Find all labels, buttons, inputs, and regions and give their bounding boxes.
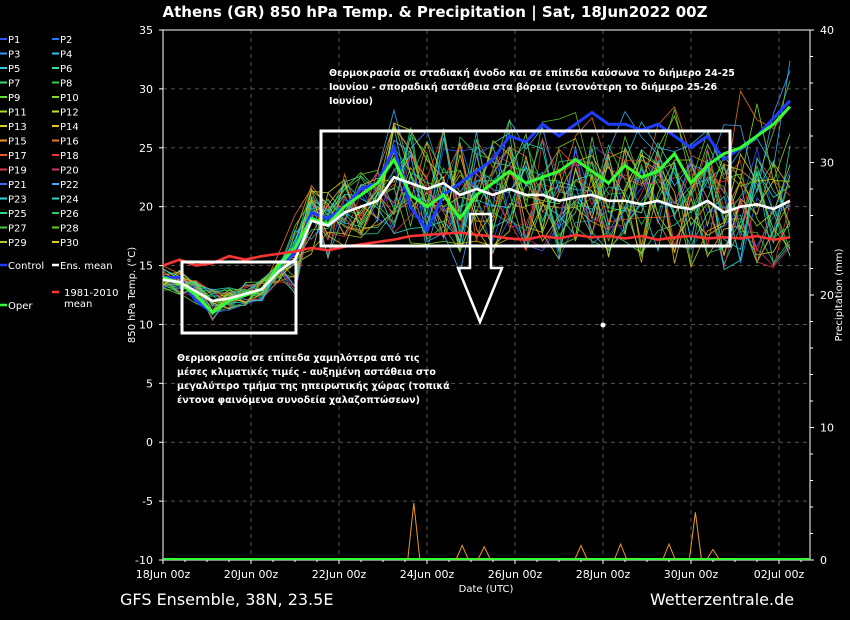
legend-label: Oper <box>8 301 33 312</box>
y-tick-label: 10 <box>139 318 153 331</box>
precip-spike <box>614 542 628 560</box>
legend-label: P15 <box>8 137 27 148</box>
upper-annotation-line: Θερμοκρασία σε σταδιακή άνοδο και σε επί… <box>329 68 735 79</box>
y-tick-label: -10 <box>135 554 153 567</box>
x-tick-label: 18Jun 00z <box>136 568 191 581</box>
footer-source: GFS Ensemble, 38N, 23.5E <box>120 590 334 609</box>
legend-label: P27 <box>8 224 27 235</box>
legend-label: P17 <box>8 151 27 162</box>
y-tick-label: 0 <box>146 436 153 449</box>
y2-tick-label: 40 <box>820 24 834 37</box>
x-tick-label: 26Jun 00z <box>488 568 543 581</box>
y2-axis: 0 10 20 30 40 <box>810 24 834 567</box>
legend-label: P10 <box>60 93 79 104</box>
legend-label: P9 <box>8 93 20 104</box>
y-tick-label: 15 <box>139 260 153 273</box>
y-tick-label: 5 <box>146 377 153 390</box>
series-line-ens-mean <box>162 175 791 303</box>
lower-annotation-line: έντονα φαινόμενα συνοδεία χαλαζοπτώσεων) <box>177 395 420 406</box>
upper-annotation: Θερμοκρασία σε σταδιακή άνοδο και σε επί… <box>329 68 735 107</box>
y2-tick-label: 10 <box>820 422 834 435</box>
x-axis-label: Date (UTC) <box>459 584 514 595</box>
ensemble-members <box>162 60 791 322</box>
legend-label: mean <box>64 299 92 310</box>
precip-spike <box>455 544 469 560</box>
legend: P1 P2 P3 P4 P5 P6 P7 P8 P9 P10 P11 P12 P13 P14 P15 P16 P… <box>0 35 119 312</box>
legend-label: P7 <box>8 79 20 90</box>
lower-annotation-line: Θερμοκρασία σε επίπεδα χαμηλότερα από τι… <box>177 353 420 364</box>
precip-spike <box>662 542 676 560</box>
cool-period-box <box>180 260 298 335</box>
y-axis: -10 -5 0 5 10 15 20 25 30 35 <box>135 24 163 567</box>
y2-tick-label: 30 <box>820 157 834 170</box>
legend-label: P14 <box>60 122 79 133</box>
legend-label: P28 <box>60 224 79 235</box>
upper-annotation-line: Ιουνίου) <box>329 96 373 107</box>
y2-axis-label: Precipitation (mm) <box>834 248 845 341</box>
x-tick-label: 02Jul 00z <box>754 568 805 581</box>
y-axis-label: 850 hPa Temp. (°C) <box>127 247 138 343</box>
heatwave-box <box>319 129 732 248</box>
legend-label: P20 <box>60 166 79 177</box>
marker-dot <box>600 322 606 328</box>
legend-label: Ens. mean <box>60 261 113 272</box>
x-tick-label: 20Jun 00z <box>224 568 279 581</box>
precip-spike <box>706 548 720 560</box>
series-line-oper <box>162 105 792 315</box>
legend-label: P11 <box>8 108 27 119</box>
legend-label: P25 <box>8 209 27 220</box>
legend-label: 1981-2010 <box>64 288 119 299</box>
footer-credit: Wetterzentrale.de <box>650 590 795 609</box>
member-line-p26 <box>162 138 791 296</box>
lower-annotation-line: μεγαλύτερο τμήμα της ηπειρωτικής χώρας (… <box>177 381 450 392</box>
legend-label: P26 <box>60 209 79 220</box>
precipitation-spikes <box>163 502 810 560</box>
y-tick-label: 20 <box>139 201 153 214</box>
legend-label: P19 <box>8 166 27 177</box>
y-tick-label: 35 <box>139 24 153 37</box>
y-tick-label: -5 <box>142 495 153 508</box>
legend-label: P6 <box>60 64 72 75</box>
precip-spike <box>574 544 588 560</box>
series-lines <box>162 99 792 315</box>
legend-label: P18 <box>60 151 79 162</box>
legend-label: P21 <box>8 180 27 191</box>
legend-label: P29 <box>8 238 27 249</box>
legend-label: P12 <box>60 108 79 119</box>
legend-label: P4 <box>60 50 72 61</box>
y2-tick-label: 20 <box>820 289 834 302</box>
legend-label: P30 <box>60 238 79 249</box>
legend-label: P1 <box>8 35 20 46</box>
legend-label: P23 <box>8 195 27 206</box>
precip-spike <box>477 545 491 560</box>
x-tick-label: 28Jun 00z <box>576 568 631 581</box>
legend-label: Control <box>8 261 44 272</box>
legend-label: P8 <box>60 79 72 90</box>
x-tick-label: 22Jun 00z <box>312 568 367 581</box>
precip-spike <box>688 512 702 560</box>
upper-annotation-line: Ιουνίου - σποραδική αστάθεια στα βόρεια … <box>329 82 718 93</box>
x-tick-label: 30Jun 00z <box>664 568 719 581</box>
lower-annotation-line: μέσες κλιματικές τιμές - αυξημένη αστάθε… <box>177 367 436 378</box>
member-line-p29 <box>162 121 791 313</box>
y-tick-label: 30 <box>139 83 153 96</box>
y-tick-label: 25 <box>139 142 153 155</box>
legend-label: P24 <box>60 195 79 206</box>
legend-label: P13 <box>8 122 27 133</box>
legend-label: P3 <box>8 50 20 61</box>
x-axis: 18Jun 00z 20Jun 00z 22Jun 00z 24Jun 00z 26Ju… <box>136 560 805 581</box>
legend-label: P22 <box>60 180 79 191</box>
member-line-p27 <box>162 140 791 307</box>
legend-label: P16 <box>60 137 79 148</box>
series-line-1981-2010-mean <box>162 231 791 267</box>
x-tick-label: 24Jun 00z <box>400 568 455 581</box>
legend-label: P5 <box>8 64 20 75</box>
legend-label: P2 <box>60 35 72 46</box>
lower-annotation: Θερμοκρασία σε επίπεδα χαμηλότερα από τι… <box>177 353 450 406</box>
y2-tick-label: 0 <box>820 554 827 567</box>
chart-title: Athens (GR) 850 hPa Temp. & Precipitatio… <box>163 3 708 22</box>
down-arrow <box>456 212 504 326</box>
precip-spike <box>407 502 421 560</box>
